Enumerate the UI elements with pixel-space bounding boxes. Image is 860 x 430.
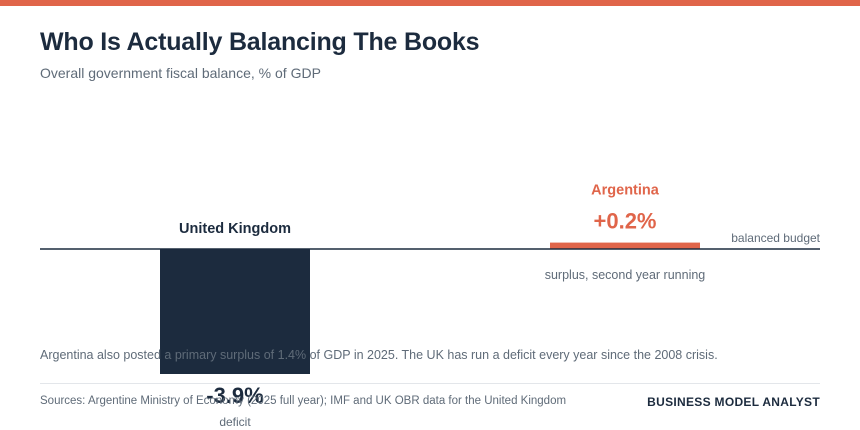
value-label-united-kingdom: -3.9% [206,383,263,408]
bar-united-kingdom [160,249,310,374]
value-label-argentina: +0.2% [594,209,657,234]
category-label-united-kingdom: United Kingdom [179,221,291,237]
chart-subtitle: Overall government fiscal balance, % of … [40,65,321,81]
bar-argentina [550,242,700,249]
sources-text: Sources: Argentine Ministry of Economy (… [40,395,567,407]
bar-note-argentina: surplus, second year running [545,268,706,282]
accent-bar [0,0,860,6]
baseline-label: balanced budget [731,231,820,245]
footnote: Argentina also posted a primary surplus … [40,348,718,362]
category-label-argentina: Argentina [591,183,660,199]
brand-logo-text: BUSINESS MODEL ANALYST [647,395,820,409]
chart-title: Who Is Actually Balancing The Books [40,28,480,56]
footer-divider [40,383,820,384]
bar-note-united-kingdom: deficit [219,415,251,429]
